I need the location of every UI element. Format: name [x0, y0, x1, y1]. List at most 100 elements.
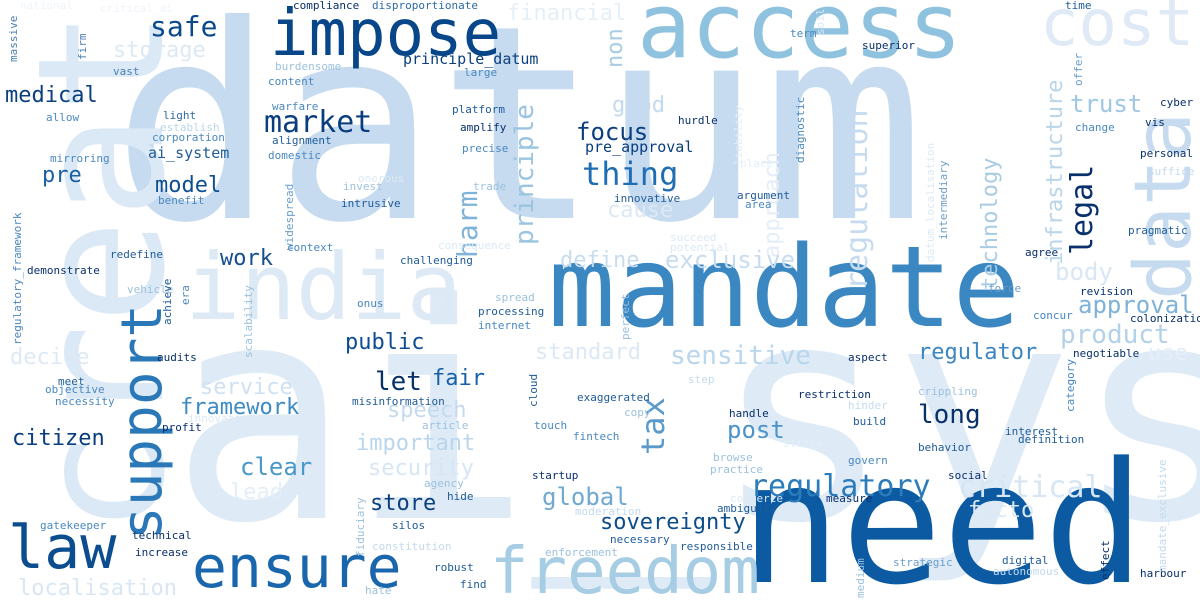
- word: need: [740, 426, 1145, 600]
- word: demonstrate: [27, 264, 100, 277]
- word: citizen: [12, 426, 105, 451]
- word: store: [370, 491, 437, 516]
- word: ambiguity: [717, 502, 777, 515]
- word: lead: [230, 480, 283, 505]
- word: misinformation: [352, 395, 445, 408]
- word: non: [603, 28, 628, 68]
- word: disproportionate: [372, 0, 478, 12]
- word: pre: [42, 163, 82, 188]
- word: category: [1064, 359, 1077, 412]
- word: technical: [132, 529, 192, 542]
- word: necessary: [610, 533, 670, 546]
- word: focus: [576, 118, 649, 146]
- word: sensitive: [670, 341, 811, 371]
- word: scalability: [242, 285, 255, 358]
- word: large: [464, 66, 498, 79]
- word: india: [185, 234, 462, 341]
- word: measure: [826, 492, 873, 505]
- word: perfect: [619, 293, 632, 340]
- word: concur: [1033, 309, 1073, 322]
- word: fintech: [573, 430, 620, 443]
- word: pre_approval: [585, 138, 694, 156]
- word: cloud: [527, 373, 540, 407]
- word: burdensome: [275, 60, 342, 73]
- word: audits: [157, 351, 197, 364]
- word: argument: [737, 189, 790, 202]
- word: principle_datum: [403, 50, 539, 68]
- word: copy: [624, 406, 651, 419]
- word: light: [163, 109, 197, 122]
- word: restriction: [798, 388, 871, 401]
- word: suffice: [1148, 165, 1195, 178]
- word: innovation: [188, 412, 255, 425]
- word: vis: [1145, 116, 1165, 129]
- word: data: [1119, 112, 1200, 300]
- word: national: [20, 0, 73, 12]
- word: moderation: [575, 505, 642, 518]
- word: achieve: [161, 278, 174, 325]
- word: datum_localisation: [924, 142, 937, 262]
- word: revision: [1080, 285, 1133, 298]
- word: stifle: [783, 437, 823, 450]
- word: find: [460, 578, 487, 591]
- word: principle: [510, 104, 540, 245]
- word: financial: [507, 1, 627, 26]
- word: govern: [848, 454, 888, 467]
- word: medium: [854, 558, 867, 598]
- word: onus: [357, 297, 384, 310]
- word: browse: [713, 451, 753, 464]
- word: onerous: [358, 172, 405, 185]
- word: definition: [1018, 433, 1085, 446]
- word: consequence: [438, 239, 511, 252]
- word: long: [918, 400, 981, 430]
- word: body: [1055, 258, 1113, 286]
- word: pragmatic: [1128, 224, 1188, 237]
- word: medical: [5, 83, 98, 108]
- word: sovereignty: [600, 510, 746, 535]
- word: aspect: [848, 351, 888, 364]
- word: soil: [814, 8, 827, 36]
- word: force: [988, 282, 1022, 295]
- word: place: [740, 157, 774, 170]
- word: global: [542, 483, 629, 511]
- word: benefit: [158, 194, 205, 207]
- word: time: [1065, 0, 1092, 12]
- word: standard: [535, 340, 641, 365]
- word: personal: [1140, 147, 1193, 160]
- word: article: [422, 419, 469, 432]
- word: agency: [424, 477, 464, 490]
- word: innovative: [614, 192, 681, 205]
- word: precise: [462, 142, 509, 155]
- word: important: [356, 431, 476, 456]
- word: decide: [10, 345, 90, 370]
- word: social: [948, 469, 988, 482]
- word: offer: [1072, 52, 1085, 86]
- word: superior: [862, 39, 915, 52]
- word: challenging: [400, 254, 473, 267]
- word: vast: [113, 65, 140, 78]
- word: firm: [76, 33, 89, 61]
- word: good: [612, 93, 665, 118]
- word: localisation: [18, 576, 177, 600]
- word: effect: [1099, 540, 1112, 580]
- word: speech: [387, 398, 467, 423]
- word: gatekeeper: [40, 519, 107, 532]
- word: trade: [473, 180, 507, 193]
- word: constitution: [372, 540, 452, 553]
- word: access: [637, 0, 963, 79]
- word: cost: [1040, 0, 1195, 61]
- word: invest: [343, 180, 383, 193]
- word: internet: [478, 319, 531, 332]
- word: redefine: [110, 248, 163, 261]
- word: agree: [1025, 246, 1059, 259]
- word: intrusive: [341, 197, 401, 210]
- word: enforcement: [545, 546, 618, 559]
- word: diagnostic: [794, 96, 807, 163]
- word: autonomous: [993, 565, 1060, 578]
- word: ai_system: [148, 144, 230, 162]
- word: approval: [1078, 291, 1194, 319]
- word: critical: [958, 470, 1103, 505]
- word: framework: [180, 395, 300, 420]
- word: use: [1148, 341, 1188, 366]
